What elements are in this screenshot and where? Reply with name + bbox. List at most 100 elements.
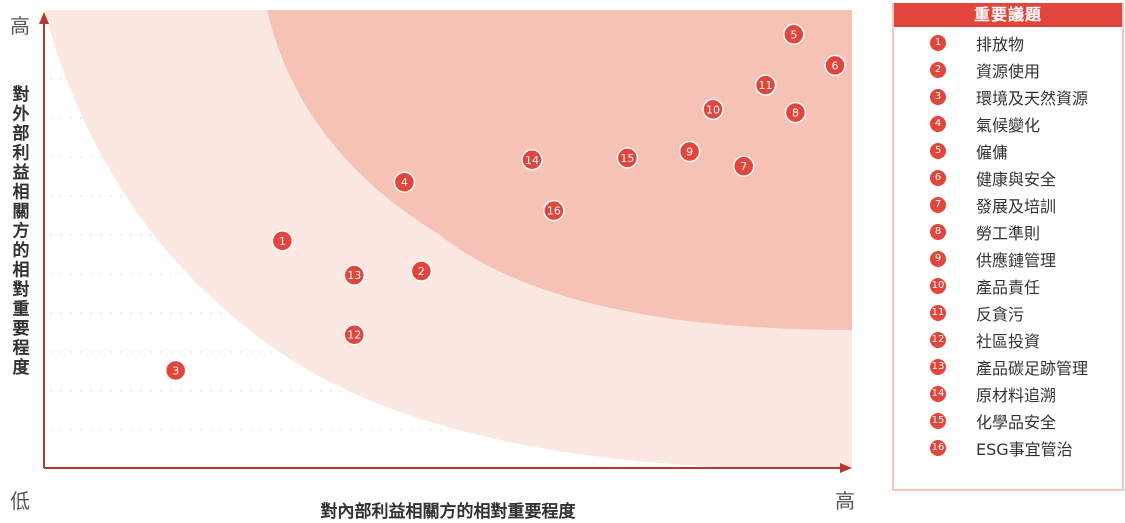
legend-label: 資源使用	[976, 61, 1041, 81]
data-point-16: 16	[543, 199, 565, 222]
legend-label: 環境及天然資源	[976, 88, 1089, 108]
legend-number-badge: 1	[930, 34, 946, 51]
legend-item-13: 13 產品碳足跡管理	[894, 353, 1122, 380]
data-point-label: 10	[706, 103, 720, 116]
origin-low-label: 低	[10, 489, 30, 513]
legend-label: 化學品安全	[976, 412, 1057, 432]
legend-label: 原材料追溯	[976, 385, 1057, 405]
legend-number-badge: 14	[930, 385, 946, 402]
legend-list: 1 排放物 2 資源使用 3 環境及天然資源 4 氣候變化 5 僱傭 6 健康與安全 7 發展及培訓 8 勞工…	[894, 27, 1122, 461]
legend-label: 勞工準則	[976, 223, 1041, 243]
legend-item-9: 9 供應鏈管理	[894, 245, 1122, 272]
legend-item-14: 14 原材料追溯	[894, 380, 1122, 407]
legend-number-badge: 11	[930, 304, 946, 321]
data-point-label: 1	[279, 235, 286, 248]
data-point-label: 9	[686, 146, 693, 159]
legend-item-2: 2 資源使用	[894, 56, 1122, 83]
data-point-marker	[784, 101, 807, 124]
legend-item-5: 5 僱傭	[894, 137, 1122, 164]
legend-number-badge: 2	[930, 61, 946, 78]
data-point-label: 2	[418, 265, 425, 278]
data-point-marker	[521, 149, 543, 171]
legend-item-8: 8 勞工準則	[894, 218, 1122, 245]
legend-label: 排放物	[976, 34, 1025, 54]
data-point-13: 13	[343, 264, 366, 286]
y-axis-high-label: 高	[10, 14, 30, 38]
data-point-marker	[543, 199, 565, 222]
legend-label: 社區投資	[976, 331, 1041, 351]
data-point-2: 2	[410, 260, 433, 282]
legend-number-badge: 5	[930, 142, 946, 159]
data-point-12: 12	[343, 323, 366, 346]
legend-label: 產品責任	[976, 277, 1041, 297]
legend-number-badge: 8	[930, 223, 946, 240]
data-point-label: 5	[790, 28, 797, 41]
legend-number-badge: 16	[930, 439, 946, 456]
legend-number-badge: 15	[930, 412, 946, 429]
y-axis-title: 對外部利益相關方的相對重要程度	[13, 84, 31, 378]
data-point-15: 15	[616, 147, 639, 169]
legend-item-11: 11 反貪污	[894, 299, 1122, 326]
data-point-marker	[343, 323, 366, 346]
data-point-marker	[164, 359, 187, 382]
data-point-3: 3	[164, 359, 187, 382]
legend-item-3: 3 環境及天然資源	[894, 83, 1122, 110]
data-point-label: 7	[740, 160, 747, 173]
data-point-label: 15	[620, 152, 634, 165]
data-point-marker	[678, 140, 701, 163]
zone-high	[267, 10, 852, 330]
data-point-marker	[271, 230, 294, 252]
legend-number-badge: 7	[930, 196, 946, 213]
legend-item-1: 1 排放物	[894, 29, 1122, 56]
legend-label: 供應鏈管理	[976, 250, 1057, 270]
legend-label: 產品碳足跡管理	[976, 358, 1089, 378]
legend-item-7: 7 發展及培訓	[894, 191, 1122, 218]
data-point-14: 14	[521, 149, 543, 171]
data-point-1: 1	[271, 230, 294, 252]
legend-title: 重要議題	[894, 3, 1122, 27]
legend-label: 氣候變化	[976, 115, 1041, 135]
legend-number-badge: 9	[930, 250, 946, 267]
data-point-6: 6	[824, 54, 846, 77]
legend-item-4: 4 氣候變化	[894, 110, 1122, 137]
legend-number-badge: 4	[930, 115, 946, 132]
legend-panel: 重要議題 1 排放物 2 資源使用 3 環境及天然資源 4 氣候變化 5 僱傭 6 健康與安全 7 發展及…	[892, 3, 1124, 491]
legend-number-badge: 12	[930, 331, 946, 348]
data-point-label: 3	[172, 364, 179, 377]
data-point-marker	[343, 264, 366, 286]
data-point-marker	[393, 171, 416, 193]
data-point-label: 6	[832, 59, 839, 72]
data-point-marker	[824, 54, 846, 77]
data-point-label: 14	[525, 154, 539, 167]
data-point-marker	[616, 147, 639, 169]
legend-item-6: 6 健康與安全	[894, 164, 1122, 191]
x-axis-arrow	[840, 463, 852, 473]
data-point-4: 4	[393, 171, 416, 193]
data-point-label: 4	[401, 176, 408, 189]
legend-item-12: 12 社區投資	[894, 326, 1122, 353]
data-point-label: 13	[347, 269, 361, 282]
data-point-label: 11	[759, 79, 773, 92]
x-axis-title: 對內部利益相關方的相對重要程度	[321, 501, 577, 522]
data-point-8: 8	[784, 101, 807, 124]
legend-label: 發展及培訓	[976, 196, 1057, 216]
data-point-label: 16	[547, 205, 561, 218]
data-point-marker	[732, 155, 755, 177]
legend-item-15: 15 化學品安全	[894, 407, 1122, 434]
legend-item-10: 10 產品責任	[894, 272, 1122, 299]
legend-number-badge: 3	[930, 88, 946, 105]
data-point-5: 5	[783, 23, 805, 46]
data-point-9: 9	[678, 140, 701, 163]
legend-number-badge: 13	[930, 358, 946, 375]
data-point-marker	[754, 74, 777, 96]
materiality-chart: 高 低 高 對內部利益相關方的相對重要程度 對外部利益相關方的相對重要程度 12…	[10, 10, 855, 522]
x-axis-high-label: 高	[835, 489, 855, 513]
data-point-7: 7	[732, 155, 755, 177]
data-point-marker	[702, 98, 724, 121]
legend-number-badge: 6	[930, 169, 946, 186]
legend-number-badge: 10	[930, 277, 946, 294]
data-point-11: 11	[754, 74, 777, 96]
data-point-marker	[410, 260, 433, 282]
legend-label: ESG事宜管治	[976, 439, 1073, 459]
legend-item-16: 16 ESG事宜管治	[894, 434, 1122, 461]
